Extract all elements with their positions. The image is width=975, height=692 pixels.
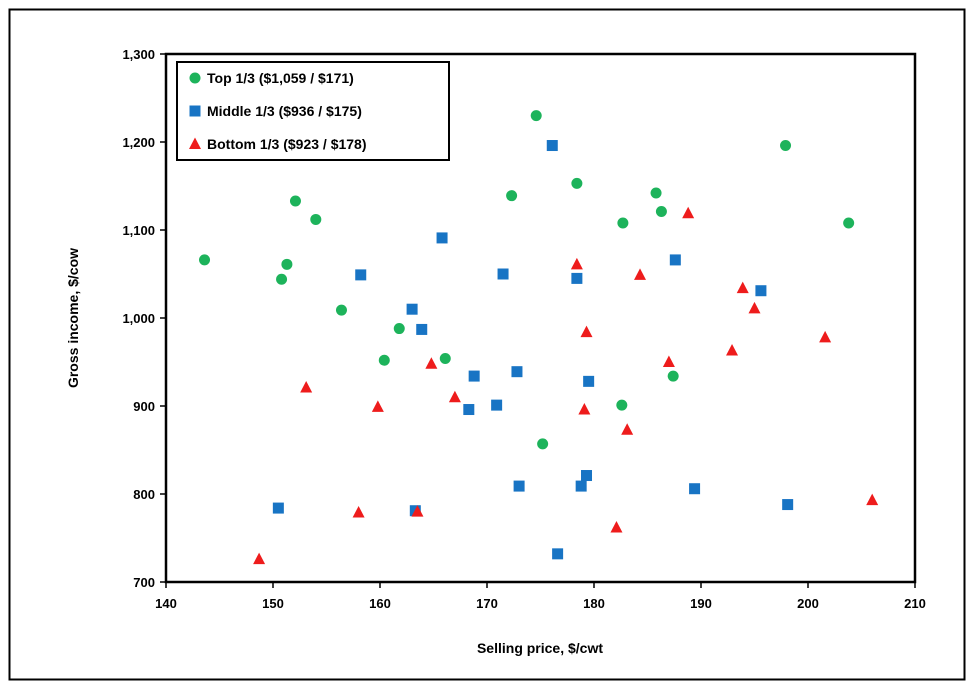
series-triangle-points xyxy=(253,206,879,565)
y-tick-label: 1,200 xyxy=(122,135,155,150)
circle-point xyxy=(281,258,293,270)
circle-point xyxy=(276,273,288,285)
square-point xyxy=(463,404,475,416)
triangle-point xyxy=(425,357,438,369)
legend-square-swatch xyxy=(189,105,201,117)
legend: Top 1/3 ($1,059 / $171) Middle 1/3 ($936 … xyxy=(176,61,450,161)
x-tick-label: 170 xyxy=(476,596,498,611)
triangle-point xyxy=(748,301,761,314)
y-axis-ticks: 700 800 900 1,000 1,100 1,200 1,300 xyxy=(122,47,166,590)
y-tick-label: 900 xyxy=(133,399,155,414)
triangle-point xyxy=(634,268,647,280)
square-point xyxy=(581,470,593,482)
square-point xyxy=(436,232,448,244)
circle-point xyxy=(650,187,662,199)
circle-point xyxy=(335,304,347,316)
square-point xyxy=(546,140,558,152)
x-tick-label: 200 xyxy=(797,596,819,611)
square-point xyxy=(571,272,583,284)
square-point xyxy=(575,480,587,492)
y-tick-label: 800 xyxy=(133,487,155,502)
triangle-point xyxy=(411,505,424,517)
series-square-points xyxy=(272,140,794,560)
triangle-point xyxy=(253,552,266,565)
triangle-point xyxy=(580,325,593,338)
square-point xyxy=(468,370,480,382)
outer-frame xyxy=(8,8,966,681)
y-axis-label: Gross income, $/cow xyxy=(65,248,81,388)
circle-point xyxy=(199,254,211,266)
square-point xyxy=(406,303,418,315)
circle-point xyxy=(393,323,405,335)
triangle-point xyxy=(570,257,583,270)
square-point xyxy=(583,375,595,387)
x-tick-label: 140 xyxy=(155,596,177,611)
square-point xyxy=(497,268,509,280)
triangle-point xyxy=(726,344,739,356)
circle-point xyxy=(439,352,451,364)
triangle-point xyxy=(621,423,634,435)
circle-point xyxy=(571,177,583,189)
square-point xyxy=(491,399,503,411)
legend-box xyxy=(176,61,450,161)
x-tick-label: 150 xyxy=(262,596,284,611)
square-point xyxy=(355,269,367,281)
x-tick-label: 190 xyxy=(690,596,712,611)
y-tick-label: 700 xyxy=(133,575,155,590)
legend-triangle-swatch xyxy=(189,137,201,149)
circle-point xyxy=(617,217,629,229)
circle-point xyxy=(289,195,301,207)
circle-point xyxy=(530,110,542,122)
triangle-point xyxy=(662,355,675,367)
triangle-point xyxy=(578,403,591,415)
triangle-point xyxy=(352,505,365,518)
circle-point xyxy=(310,213,322,225)
x-axis-ticks: 140 150 160 170 180 190 200 210 xyxy=(155,582,926,611)
circle-point xyxy=(378,354,390,366)
circle-point xyxy=(655,206,667,218)
square-point xyxy=(513,480,525,492)
square-point xyxy=(782,499,794,511)
triangle-point xyxy=(610,520,623,533)
circle-point xyxy=(667,370,679,382)
square-point xyxy=(552,548,564,560)
legend-circle-swatch xyxy=(189,72,201,84)
circle-point xyxy=(780,140,792,152)
triangle-point xyxy=(300,381,313,393)
x-axis-label: Selling price, $/cwt xyxy=(477,640,603,656)
legend-entry-label: Bottom 1/3 ($923 / $178) xyxy=(207,136,367,152)
x-tick-label: 180 xyxy=(583,596,605,611)
x-tick-label: 210 xyxy=(904,596,926,611)
triangle-point xyxy=(448,390,461,403)
square-point xyxy=(272,502,284,514)
x-tick-label: 160 xyxy=(369,596,391,611)
data-points xyxy=(199,110,879,565)
series-circle-points xyxy=(199,110,855,450)
triangle-point xyxy=(819,330,832,343)
legend-entry-label: Top 1/3 ($1,059 / $171) xyxy=(207,70,354,86)
triangle-point xyxy=(736,281,749,294)
triangle-point xyxy=(682,206,695,219)
circle-point xyxy=(616,399,628,411)
square-point xyxy=(416,323,428,335)
square-point xyxy=(669,254,681,266)
legend-entry-label: Middle 1/3 ($936 / $175) xyxy=(207,103,362,119)
y-tick-label: 1,300 xyxy=(122,47,155,62)
square-point xyxy=(511,366,523,378)
circle-point xyxy=(843,217,855,229)
triangle-point xyxy=(866,493,879,506)
y-tick-label: 1,100 xyxy=(122,223,155,238)
square-point xyxy=(755,285,767,297)
y-tick-label: 1,000 xyxy=(122,311,155,326)
square-point xyxy=(689,483,701,495)
triangle-point xyxy=(371,400,384,412)
circle-point xyxy=(537,438,549,450)
circle-point xyxy=(506,190,518,202)
